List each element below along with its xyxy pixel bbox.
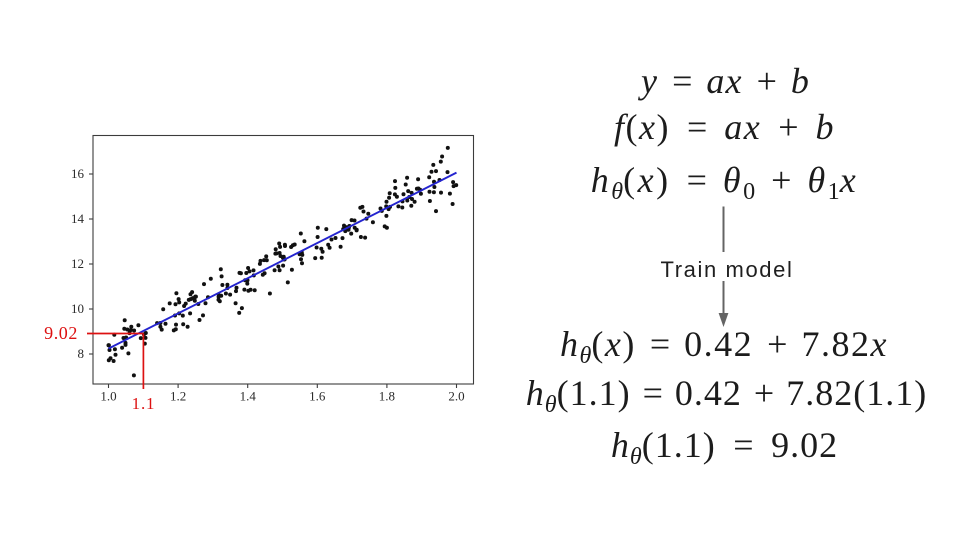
- svg-text:1.0: 1.0: [100, 389, 116, 404]
- svg-text:16: 16: [71, 166, 85, 181]
- svg-text:12: 12: [71, 256, 84, 271]
- svg-text:8: 8: [78, 346, 85, 361]
- svg-text:2.0: 2.0: [448, 389, 464, 404]
- svg-text:9.02: 9.02: [44, 323, 78, 343]
- svg-text:1.1: 1.1: [132, 394, 156, 413]
- svg-text:10: 10: [71, 301, 84, 316]
- svg-text:1.8: 1.8: [379, 389, 395, 404]
- svg-text:1.6: 1.6: [309, 389, 326, 404]
- svg-text:1.2: 1.2: [170, 389, 186, 404]
- svg-text:1.4: 1.4: [240, 389, 257, 404]
- svg-text:14: 14: [71, 211, 85, 226]
